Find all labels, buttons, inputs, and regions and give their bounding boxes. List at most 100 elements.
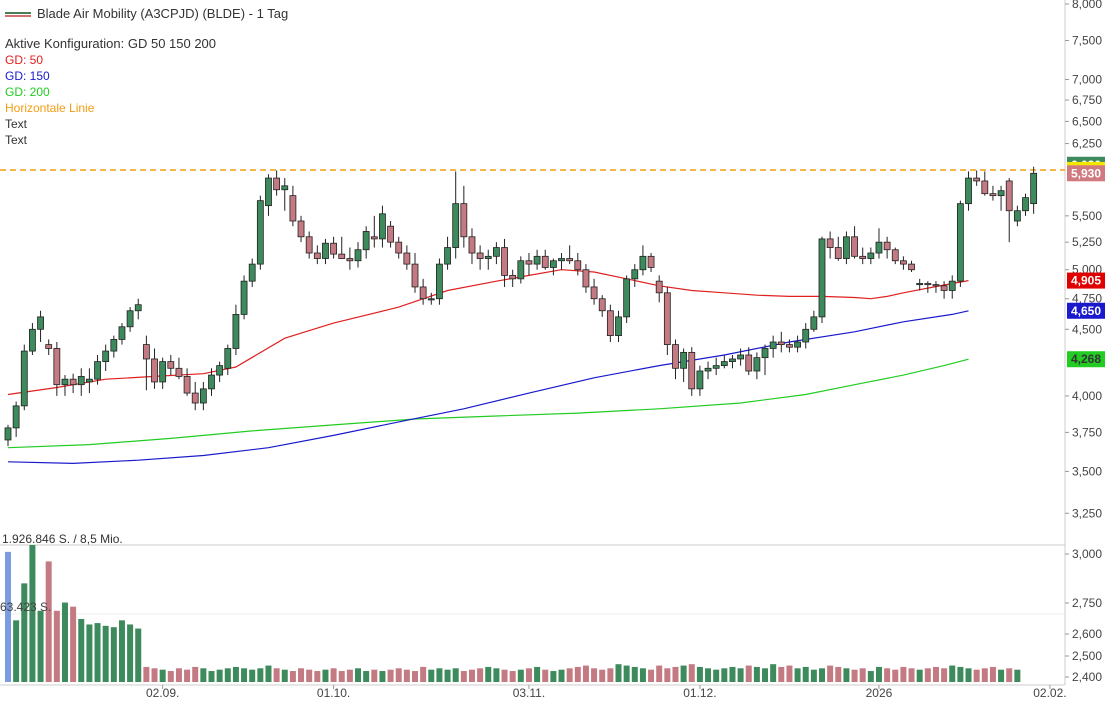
volume-bar bbox=[762, 668, 769, 682]
candle-body bbox=[704, 367, 712, 372]
volume-bar bbox=[998, 669, 1005, 682]
candle-body bbox=[786, 344, 793, 348]
volume-bar bbox=[200, 668, 207, 682]
volume-bar bbox=[86, 624, 93, 682]
candle-body bbox=[387, 225, 394, 243]
volume-bar bbox=[257, 668, 264, 682]
volume-bar bbox=[118, 620, 125, 682]
volume-bar bbox=[330, 668, 337, 682]
volume-bar bbox=[192, 666, 199, 682]
volume-bar bbox=[167, 671, 174, 682]
volume-bar bbox=[794, 668, 801, 682]
candle-body bbox=[916, 283, 924, 286]
volume-label: 1.926.846 S. / 8,5 Mio. bbox=[2, 532, 123, 546]
volume-bar bbox=[680, 665, 687, 682]
candle-body bbox=[712, 365, 720, 369]
candle-body bbox=[183, 376, 191, 394]
candle-body bbox=[549, 260, 557, 268]
candle-body bbox=[37, 316, 44, 330]
candle-body bbox=[159, 361, 167, 383]
volume-bar bbox=[542, 669, 549, 682]
volume-bar bbox=[582, 665, 589, 682]
volume-bar bbox=[175, 668, 182, 682]
candle-body bbox=[1030, 172, 1038, 205]
volume-bar bbox=[29, 545, 36, 682]
candle-body bbox=[305, 236, 313, 254]
volume-bar bbox=[745, 665, 752, 682]
volume-bar bbox=[884, 668, 891, 682]
volume-bar bbox=[696, 666, 703, 682]
candle-body bbox=[61, 378, 69, 386]
candle-body bbox=[427, 298, 435, 301]
candle-body bbox=[761, 348, 769, 359]
candle-body bbox=[484, 255, 492, 259]
candle-body bbox=[379, 213, 386, 240]
volume-bar bbox=[892, 669, 899, 682]
volume-bar bbox=[989, 666, 996, 682]
indicator-4[interactable]: Text bbox=[5, 117, 28, 131]
volume-bar bbox=[786, 665, 793, 682]
volume-bar bbox=[924, 668, 931, 682]
candle-body bbox=[322, 242, 329, 259]
volume-bar bbox=[932, 666, 939, 682]
candle-body bbox=[208, 374, 215, 390]
indicator-1[interactable]: GD: 150 bbox=[5, 69, 50, 83]
candle-body bbox=[745, 354, 753, 372]
candle-body bbox=[663, 292, 671, 345]
time-tick-label: 03.11. bbox=[513, 686, 545, 700]
volume-bar bbox=[21, 583, 28, 682]
indicator-2[interactable]: GD: 200 bbox=[5, 85, 50, 99]
candle-body bbox=[256, 200, 264, 265]
candle-body bbox=[655, 280, 663, 294]
volume-bar bbox=[127, 624, 134, 682]
volume-bar bbox=[607, 668, 614, 682]
volume-bar bbox=[78, 618, 85, 682]
volume-bar bbox=[5, 551, 11, 682]
volume-bar bbox=[599, 669, 606, 682]
volume-bar bbox=[778, 666, 785, 682]
indicator-0[interactable]: GD: 50 bbox=[5, 53, 44, 67]
price-tick-label: 5,500 bbox=[1072, 209, 1102, 223]
indicator-5[interactable]: Text bbox=[5, 133, 28, 147]
active-config[interactable]: Aktive Konfiguration: GD 50 150 200 bbox=[5, 36, 217, 51]
candle-body bbox=[981, 180, 989, 195]
instrument-title[interactable]: Blade Air Mobility (A3CPJD) (BLDE) - 1 T… bbox=[5, 6, 288, 22]
volume-bar bbox=[517, 669, 524, 682]
volume-bar bbox=[224, 668, 231, 682]
volume-bar bbox=[810, 669, 817, 682]
candle-body bbox=[297, 220, 305, 238]
volume-bar bbox=[753, 666, 760, 682]
candle-body bbox=[598, 298, 606, 312]
volume-bar bbox=[13, 620, 20, 682]
volume-bar bbox=[981, 668, 988, 682]
price-tag-bg bbox=[1067, 165, 1105, 182]
volume-bar bbox=[713, 669, 720, 682]
candle-body bbox=[900, 260, 907, 265]
volume-bar bbox=[298, 668, 305, 682]
candle-body bbox=[492, 247, 500, 257]
volume-bar bbox=[436, 668, 443, 682]
candle-body bbox=[94, 361, 101, 380]
volume-bar bbox=[420, 666, 427, 682]
candle-body bbox=[403, 252, 411, 265]
volume-bar bbox=[322, 669, 329, 682]
volume-bar bbox=[965, 668, 972, 682]
time-tick-label: 02.02. bbox=[1033, 686, 1066, 700]
candle-body bbox=[4, 427, 12, 441]
chart-legend: Blade Air Mobility (A3CPJD) (BLDE) - 1 T… bbox=[5, 6, 288, 148]
volume-tick-label: 2,500 bbox=[1072, 649, 1102, 663]
volume-bar bbox=[460, 671, 467, 682]
candle-body bbox=[151, 358, 158, 383]
candle-body bbox=[142, 344, 150, 360]
volume-tick-label: 2,600 bbox=[1072, 627, 1102, 641]
volume-bar bbox=[412, 671, 418, 682]
volume-tick-label: 3,000 bbox=[1072, 547, 1102, 561]
indicator-3[interactable]: Horizontale Linie bbox=[5, 101, 95, 115]
volume-bar bbox=[363, 671, 370, 682]
volume-bar bbox=[143, 666, 150, 682]
ma150-line bbox=[7, 310, 969, 465]
volume-label-secondary: 63.423 S. bbox=[0, 600, 52, 614]
candle-body bbox=[639, 255, 647, 271]
candle-body bbox=[444, 247, 451, 265]
